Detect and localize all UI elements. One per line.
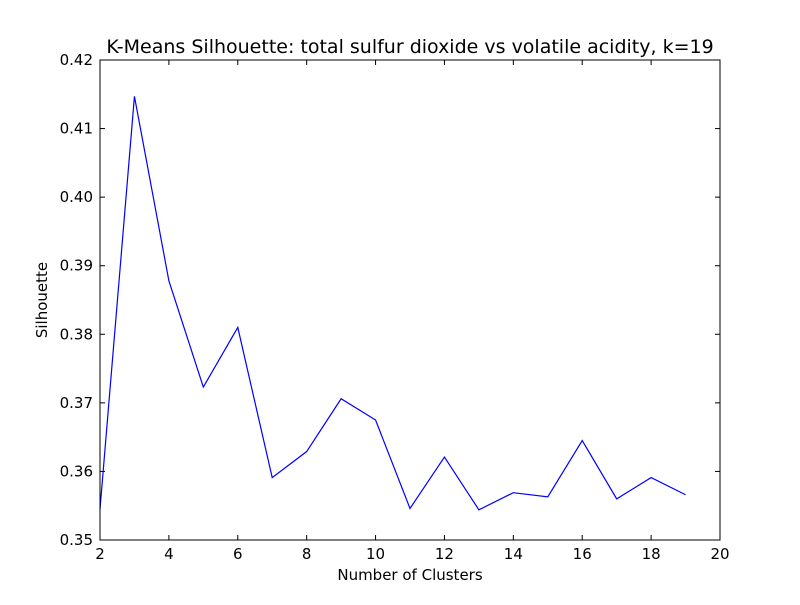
data-point	[441, 454, 447, 460]
y-tick-label: 0.35	[60, 531, 93, 549]
x-tick-label: 20	[710, 545, 729, 563]
data-point	[304, 449, 310, 455]
y-tick-label: 0.37	[60, 394, 93, 412]
y-tick-label: 0.38	[60, 325, 93, 343]
x-tick-label: 4	[164, 545, 174, 563]
y-tick-label: 0.42	[60, 51, 93, 69]
series-line	[99, 96, 686, 511]
data-point	[648, 475, 654, 481]
x-tick-label: 12	[435, 545, 454, 563]
y-tick-label: 0.41	[60, 120, 93, 138]
data-point	[476, 507, 482, 513]
data-point	[373, 417, 379, 423]
x-axis-label: Number of Clusters	[337, 566, 482, 584]
plot-area: 2 4 6 8 10 12 14 16 18 20 0.35 0.36 0.37 0.38 0.39 0.40…	[60, 51, 730, 563]
x-tick-label: 16	[573, 545, 592, 563]
data-point	[545, 494, 551, 500]
data-point	[235, 324, 241, 330]
x-tick-label: 18	[642, 545, 661, 563]
data-point	[269, 475, 275, 481]
x-tick-label: 6	[233, 545, 243, 563]
data-point	[131, 93, 137, 99]
data-point	[579, 438, 585, 444]
y-axis-label: Silhouette	[33, 262, 51, 338]
y-tick-label: 0.39	[60, 257, 93, 275]
y-tick-label: 0.40	[60, 188, 93, 206]
data-point	[166, 278, 172, 284]
data-point	[683, 492, 689, 498]
data-point	[614, 496, 620, 502]
x-tick-label: 10	[366, 545, 385, 563]
data-point	[338, 396, 344, 402]
chart-title: K-Means Silhouette: total sulfur dioxide…	[106, 36, 713, 58]
x-tick-label: 14	[504, 545, 523, 563]
y-tick-label: 0.36	[60, 462, 93, 480]
x-tick-label: 2	[95, 545, 105, 563]
plot-frame	[99, 59, 721, 541]
x-tick-label: 8	[302, 545, 312, 563]
data-point	[510, 490, 516, 496]
data-point	[407, 505, 413, 511]
data-point	[200, 384, 206, 390]
